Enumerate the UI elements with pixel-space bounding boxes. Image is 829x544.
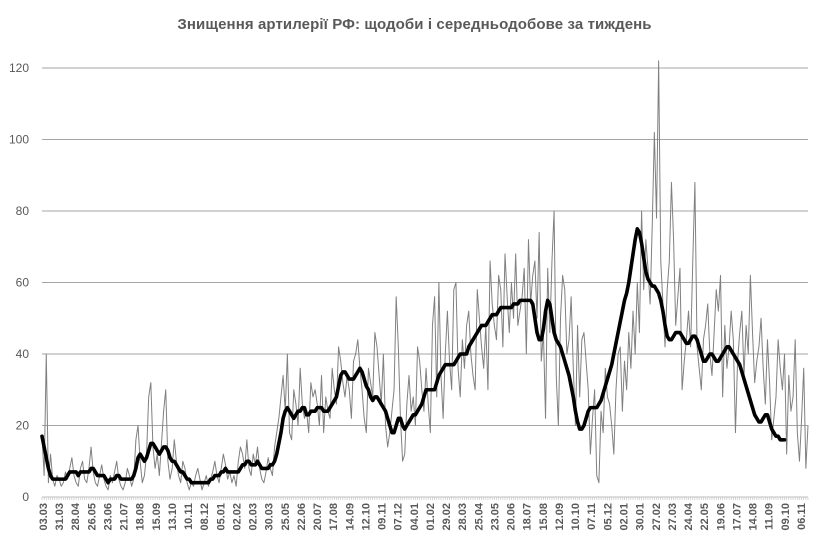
x-tick-label: 25.04: [473, 502, 485, 530]
x-tick-label: 02.01: [619, 503, 631, 531]
x-tick-label: 27.03: [667, 503, 679, 531]
x-tick-label: 23.06: [102, 503, 114, 531]
y-tick-label-0: 0: [22, 490, 29, 504]
x-tick-label: 02.02: [231, 503, 243, 531]
x-tick-label: 21.07: [119, 503, 131, 531]
x-tick-label: 31.03: [54, 503, 66, 531]
x-tick-label: 30.03: [264, 503, 276, 531]
x-tick-label: 24.04: [683, 502, 695, 530]
y-tick-label-120: 120: [9, 61, 29, 75]
x-tick-label: 26.05: [86, 503, 98, 531]
x-tick-label: 02.03: [248, 503, 260, 531]
x-tick-label: 29.02: [441, 503, 453, 531]
x-tick-label: 04.01: [409, 503, 421, 531]
x-tick-label: 12.10: [360, 503, 372, 531]
y-tick-label-40: 40: [16, 347, 30, 361]
x-tick-label: 14.09: [344, 503, 356, 531]
x-tick-label: 17.07: [731, 503, 743, 531]
x-tick-label: 30.01: [635, 503, 647, 531]
x-tick-label: 12.09: [554, 503, 566, 531]
x-tick-label: 19.06: [715, 503, 727, 531]
x-tick-label: 10.10: [570, 503, 582, 531]
y-tick-label-100: 100: [9, 133, 29, 147]
x-tick-label: 10.11: [183, 503, 195, 530]
x-tick-label: 23.05: [489, 503, 501, 531]
x-tick-label: 20.06: [506, 503, 518, 531]
x-tick-label: 22.06: [296, 503, 308, 531]
x-tick-label: 18.08: [135, 503, 147, 531]
x-tick-label: 01.02: [425, 503, 437, 531]
series-line-weekly-average: [40, 227, 787, 485]
x-tick-label: 27.02: [651, 503, 663, 531]
x-tick-label: 09.10: [780, 503, 792, 531]
x-tick-label: 03.03: [38, 503, 50, 531]
x-tick-label: 14.08: [748, 503, 760, 531]
x-tick-label: 18.07: [522, 503, 534, 531]
x-tick-label: 13.10: [167, 503, 179, 531]
x-tick-label: 06.11: [796, 503, 808, 530]
y-tick-label-80: 80: [16, 204, 30, 218]
x-tick-label: 20.07: [312, 503, 324, 531]
x-tick-label: 05.01: [215, 503, 227, 531]
x-tick-label: 08.12: [199, 503, 211, 531]
x-tick-label: 05.12: [602, 503, 614, 531]
x-tick-label: 11.09: [764, 503, 776, 530]
x-tick-label: 28.03: [457, 503, 469, 531]
x-tick-label: 28.04: [70, 502, 82, 530]
y-tick-label-60: 60: [16, 276, 30, 290]
chart-title: Знищення артилерії РФ: щодоби і середньо…: [177, 16, 652, 33]
x-tick-label: 09.11: [377, 503, 389, 530]
x-tick-label: 25.05: [280, 503, 292, 531]
x-tick-label: 15.09: [151, 503, 163, 531]
x-tick-label: 22.05: [699, 503, 711, 531]
x-tick-label: 15.08: [538, 503, 550, 531]
x-tick-label: 17.08: [328, 503, 340, 531]
x-tick-label: 07.11: [586, 503, 598, 530]
x-tick-label: 07.12: [393, 503, 405, 531]
y-tick-label-20: 20: [16, 419, 30, 433]
